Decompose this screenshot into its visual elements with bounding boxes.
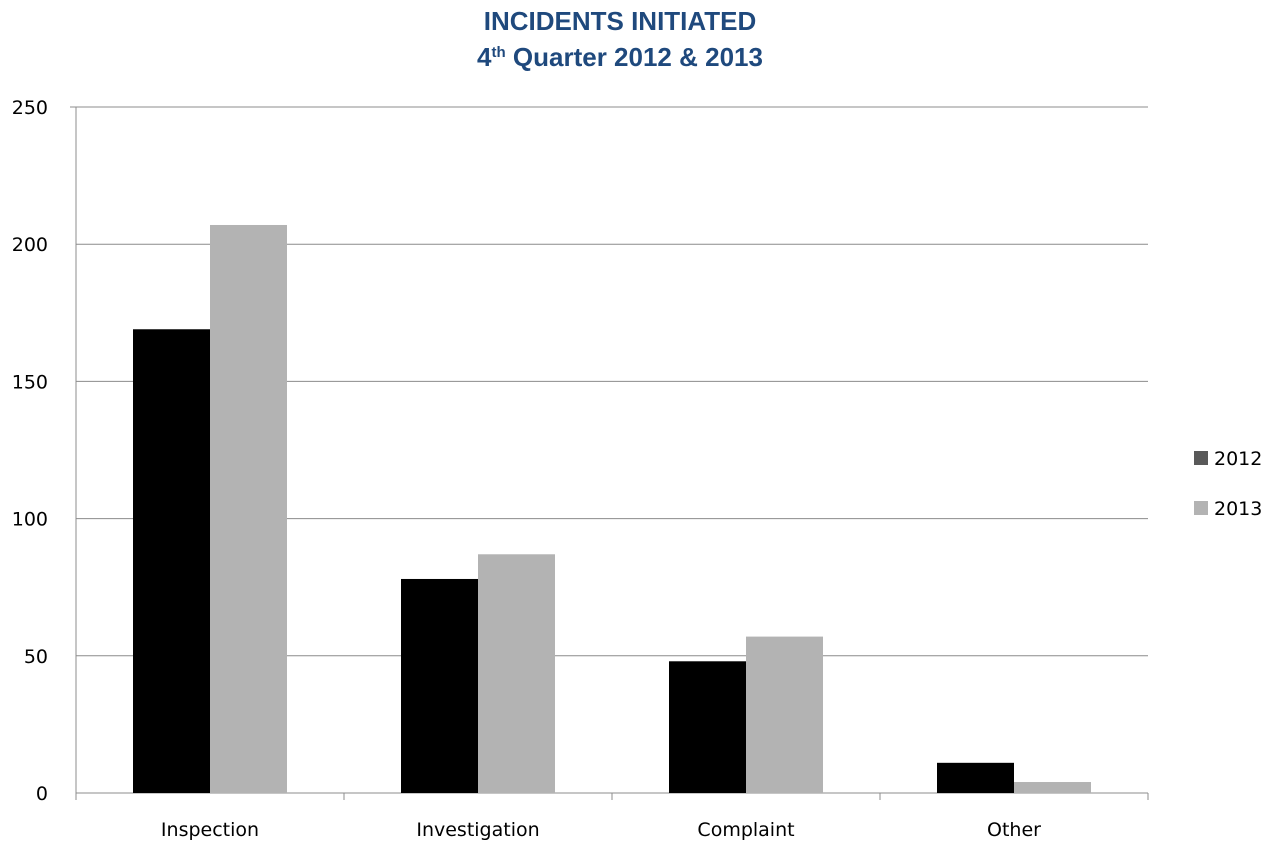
- x-category-label: Investigation: [416, 819, 539, 841]
- bar-2012-investigation: [401, 578, 478, 793]
- chart-subtitle: 4th Quarter 2012 & 2013: [0, 42, 1240, 72]
- x-category-label: Inspection: [161, 819, 259, 841]
- y-tick-label: 100: [12, 509, 48, 531]
- y-tick-label: 0: [36, 783, 48, 805]
- legend-label-2013: 2013: [1214, 498, 1262, 520]
- bar-2012-other: [937, 762, 1014, 793]
- bar-2013-other: [1014, 782, 1091, 793]
- legend-swatch-2013: [1194, 501, 1208, 515]
- y-tick-label: 150: [12, 371, 48, 393]
- y-tick-label: 250: [12, 97, 48, 119]
- bar-2013-complaint: [746, 636, 823, 793]
- bar-2012-inspection: [133, 329, 210, 793]
- y-tick-label: 200: [12, 234, 48, 256]
- bar-2013-inspection: [210, 224, 287, 793]
- legend-swatch-2012: [1194, 451, 1208, 465]
- x-category-label: Complaint: [697, 819, 794, 841]
- bar-2013-investigation: [478, 554, 555, 793]
- x-category-label: Other: [987, 819, 1041, 841]
- subtitle-ordinal-suffix: th: [491, 44, 506, 61]
- y-tick-label: 50: [24, 646, 48, 668]
- subtitle-text: Quarter 2012 & 2013: [505, 42, 763, 72]
- legend-label-2012: 2012: [1214, 448, 1262, 470]
- chart-title: INCIDENTS INITIATED: [483, 6, 757, 36]
- bar-2012-complaint: [669, 661, 746, 793]
- subtitle-quarter-number: 4: [477, 42, 492, 72]
